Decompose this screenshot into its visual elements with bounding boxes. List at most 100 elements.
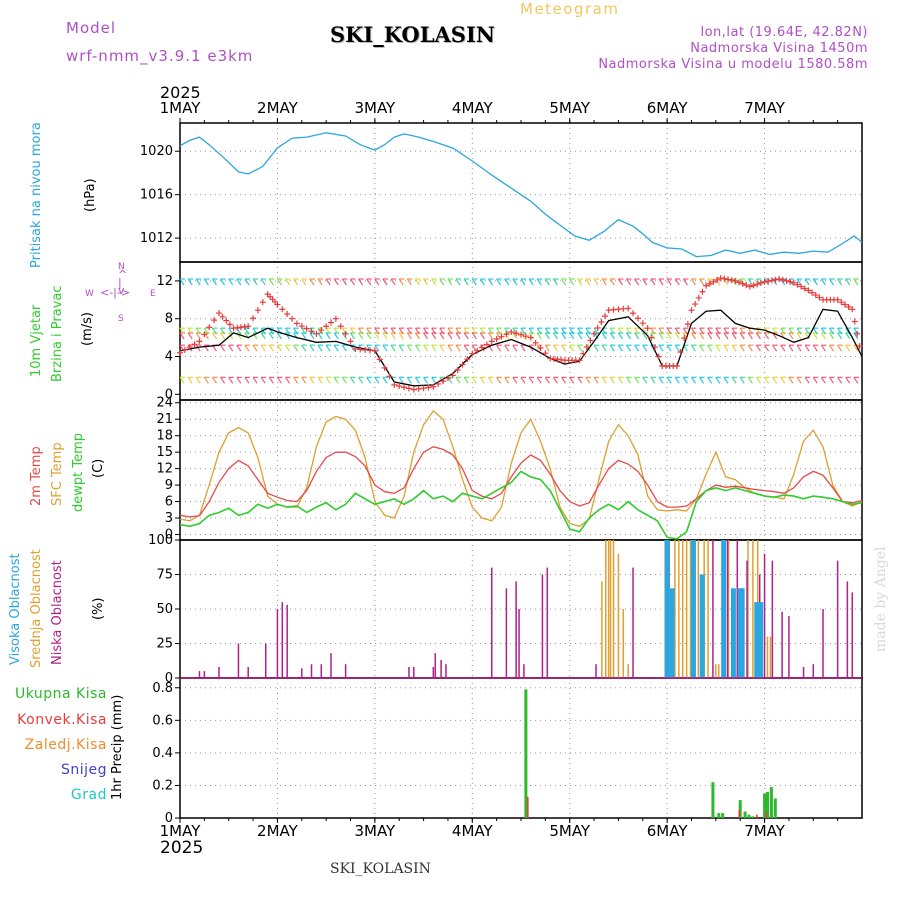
wind-barb-mark xyxy=(601,376,607,384)
wind-barb-mark xyxy=(488,327,494,335)
wind-barb-mark xyxy=(406,332,412,340)
wind-barb-mark xyxy=(504,344,510,352)
gust-marker xyxy=(743,282,750,289)
wind-barb-mark xyxy=(617,376,623,384)
gust-marker xyxy=(634,315,641,322)
wind-barb-mark xyxy=(520,344,526,352)
temp-2m-line xyxy=(179,446,863,518)
cloud-bar xyxy=(769,636,772,678)
cloud-bar xyxy=(721,540,727,678)
model-value: wrf-nmm_v3.9.1 e3km xyxy=(66,47,254,65)
wind-barb-mark xyxy=(796,278,802,286)
wind-barb-mark xyxy=(293,344,299,352)
gust-marker xyxy=(688,307,695,314)
cloud-bar xyxy=(247,666,249,678)
wind-barb-mark xyxy=(812,344,818,352)
gust-marker xyxy=(728,277,735,284)
wind-barb-mark xyxy=(423,344,429,352)
wind-barb-mark xyxy=(820,344,826,352)
wind-barb-mark xyxy=(317,376,323,384)
gust-marker xyxy=(583,344,590,351)
wind-barb-mark xyxy=(626,327,632,335)
wind-barb-mark xyxy=(755,376,761,384)
gust-marker xyxy=(425,384,432,391)
gust-marker xyxy=(692,301,699,308)
gust-marker xyxy=(772,276,779,283)
gust-marker xyxy=(779,276,786,283)
wind-barb-mark xyxy=(650,376,656,384)
wind-barb-mark xyxy=(471,376,477,384)
wind-barb-mark xyxy=(731,344,737,352)
wind-barb-mark xyxy=(374,278,380,286)
wind-barb-mark xyxy=(268,332,274,340)
gust-marker xyxy=(699,288,706,295)
precip-total-bar xyxy=(763,793,767,818)
wind-barb-mark xyxy=(707,376,713,384)
wind-barb-mark xyxy=(617,278,623,286)
wind-barb-mark xyxy=(617,344,623,352)
cloud-bar xyxy=(726,540,729,678)
gust-marker xyxy=(710,278,717,285)
gust-marker xyxy=(602,313,609,320)
wind-barb-mark xyxy=(236,376,242,384)
page-title: SKI_KOLASIN xyxy=(330,22,495,47)
wind-barb-mark xyxy=(796,344,802,352)
wind-barb-mark xyxy=(780,344,786,352)
cloud-bar xyxy=(771,560,774,678)
wind-barb-mark xyxy=(455,344,461,352)
wind-barb-mark xyxy=(431,278,437,286)
wind-barb-mark xyxy=(455,327,461,335)
gust-marker xyxy=(410,386,417,393)
wind-barb-mark xyxy=(374,327,380,335)
gust-marker xyxy=(386,373,393,380)
wind-barb-mark xyxy=(309,376,315,384)
cloud-bar xyxy=(330,653,332,678)
wind-barb-mark xyxy=(804,376,810,384)
cloud-bar xyxy=(718,664,720,678)
cloud-bar xyxy=(310,664,313,678)
wind-barb-mark xyxy=(837,278,843,286)
gust-marker xyxy=(483,341,490,348)
wind-barb-mark xyxy=(837,344,843,352)
wind-barb-mark xyxy=(812,278,818,286)
y-tick-label: 24 xyxy=(156,396,173,411)
x-tick-label-top: 7MAY xyxy=(744,99,786,117)
wind-barb-mark xyxy=(220,332,226,340)
wind-speed-line xyxy=(179,308,863,387)
precip-total-bar xyxy=(738,800,742,818)
wind-barb-mark xyxy=(423,327,429,335)
gust-marker xyxy=(259,299,266,306)
wind-barb-mark xyxy=(829,344,835,352)
wind-barb-mark xyxy=(447,327,453,335)
wind-barb-mark xyxy=(350,376,355,384)
gust-marker xyxy=(508,328,515,335)
wind-barb-mark xyxy=(723,327,729,335)
gust-marker xyxy=(639,320,646,327)
y-tick-label: 0.8 xyxy=(152,681,173,696)
wind-barb-mark xyxy=(366,376,372,384)
wind-barb-mark xyxy=(764,344,770,352)
panel-frame xyxy=(179,399,863,541)
y-tick-label: 8 xyxy=(165,312,173,327)
wind-barb-mark xyxy=(764,332,770,340)
y-tick-label: 75 xyxy=(156,568,173,583)
cloud-bar xyxy=(836,560,839,678)
gust-marker xyxy=(376,356,383,363)
y-tick-label: 0.6 xyxy=(152,713,173,728)
wind-barb-mark xyxy=(544,327,550,335)
gust-marker xyxy=(854,330,861,337)
wind-barb-mark xyxy=(820,278,826,286)
wind-barb-mark xyxy=(755,344,761,352)
wind-barb-mark xyxy=(187,332,193,340)
wind-barb-mark xyxy=(642,327,648,335)
gust-marker xyxy=(594,324,601,331)
gust-marker xyxy=(673,362,680,369)
wind-barb-mark xyxy=(211,332,217,340)
wind-barb-mark xyxy=(634,376,640,384)
wind-barb-mark xyxy=(504,278,510,286)
gust-marker xyxy=(313,330,320,337)
wind-barb-mark xyxy=(829,278,835,286)
wind-barb-mark xyxy=(366,332,372,340)
y-tick-label: 4 xyxy=(165,350,173,365)
wind-barb-mark xyxy=(650,327,656,335)
